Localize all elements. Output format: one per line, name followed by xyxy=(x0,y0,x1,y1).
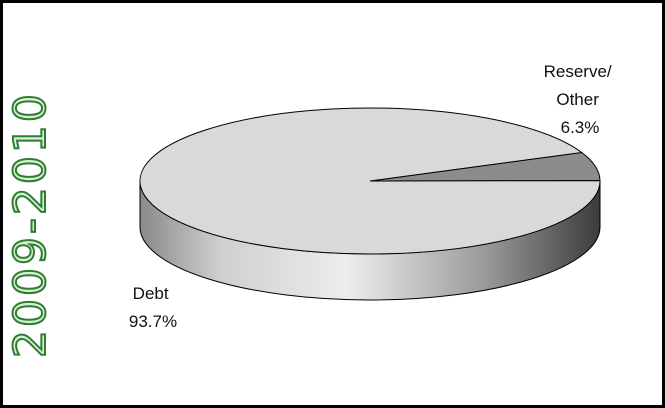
slice-label-debt: Debt 93.7% xyxy=(129,284,177,331)
slice-label-reserve: Reserve/ Other 6.3% xyxy=(544,62,617,137)
pie-chart: Reserve/ Other 6.3% Debt 93.7% xyxy=(129,62,617,331)
slice-value-debt: 93.7% xyxy=(129,312,177,331)
slice-name-debt: Debt xyxy=(133,284,169,303)
slice-label-reserve-line2: Other xyxy=(556,90,599,109)
slice-label-reserve-line1: Reserve/ xyxy=(544,62,612,81)
pie-slice-debt xyxy=(139,107,601,255)
slice-value-reserve: 6.3% xyxy=(561,118,600,137)
